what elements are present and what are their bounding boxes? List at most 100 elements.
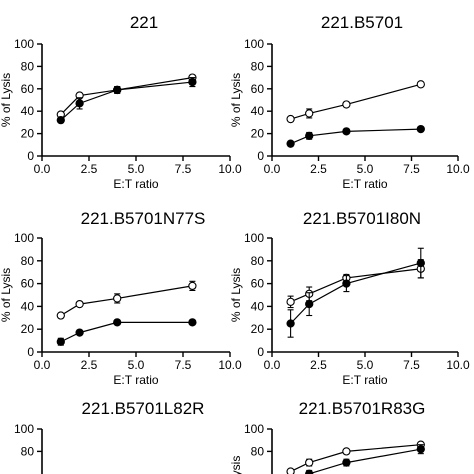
chart-title: 221.B5701R83G [299, 399, 426, 418]
x-axis-label: E:T ratio [342, 373, 387, 387]
y-tick-label: 60 [251, 277, 265, 291]
y-tick-label: 100 [14, 37, 34, 51]
y-tick-label: 0 [257, 345, 264, 359]
x-tick-label: 7.5 [175, 358, 192, 372]
chart-panel-6: 221.B5701R83G 100 80 ysis [229, 399, 425, 474]
y-tick-label: 100 [14, 231, 34, 245]
x-tick-label: 7.5 [403, 162, 420, 176]
y-tick-label: 80 [251, 254, 265, 268]
x-tick-label: 0.0 [34, 358, 51, 372]
data-point-filled [416, 258, 425, 268]
chart-title: 221.B5701L82R [82, 399, 205, 418]
data-point-open [305, 109, 314, 118]
y-axis-label: ysis [229, 456, 243, 474]
y-tick-label: 20 [251, 127, 265, 141]
data-point-open [113, 294, 122, 303]
data-point-filled [75, 328, 84, 337]
x-tick-label: 10.0 [446, 358, 470, 372]
data-point-filled [286, 319, 295, 328]
y-tick-label: 100 [14, 422, 34, 436]
series-line-filled [60, 321, 193, 343]
data-point-filled [188, 77, 197, 87]
y-tick-label: 20 [21, 322, 35, 336]
chart-panel-1: 221 0 20 40 60 80 100 0.0 2.5 5.0 7.5 10.0 E:T ratio… [0, 13, 242, 191]
data-point-filled [56, 337, 65, 346]
x-tick-label: 2.5 [310, 162, 327, 176]
x-tick-label: 2.5 [81, 358, 98, 372]
chart-panel-2: 221.B5701 0 20 40 60 80 100 0.0 2.5 5.0 7.5 10.0 E:T… [229, 13, 470, 191]
y-tick-label: 80 [251, 59, 265, 73]
x-tick-label: 10.0 [218, 162, 242, 176]
x-tick-label: 5.0 [128, 162, 145, 176]
y-tick-label: 80 [21, 59, 35, 73]
chart-title: 221.B5701N77S [81, 209, 206, 228]
x-tick-label: 5.0 [357, 358, 374, 372]
y-axis-label: % of Lysis [229, 73, 243, 127]
x-tick-label: 5.0 [357, 162, 374, 176]
chart-panel-3: 221.B5701N77S 0 20 40 60 80 100 0.0 2.5 5.0 7.5 10.… [0, 209, 242, 387]
y-tick-label: 100 [244, 422, 264, 436]
data-point-filled [113, 85, 122, 95]
y-tick-label: 100 [244, 231, 264, 245]
x-tick-label: 2.5 [81, 162, 98, 176]
data-point-open [75, 299, 84, 309]
chart-title: 221 [130, 13, 158, 32]
data-point-filled [75, 99, 84, 108]
chart-panel-5: 221.B5701L82R 100 80 [14, 399, 204, 474]
data-point-filled [342, 279, 351, 288]
y-tick-label: 80 [251, 444, 265, 458]
data-point-filled [305, 469, 314, 474]
data-point-open [342, 447, 351, 456]
data-point-filled [342, 458, 351, 467]
chart-title: 221.B5701I80N [303, 209, 421, 228]
x-tick-label: 0.0 [264, 162, 281, 176]
y-tick-label: 20 [251, 322, 265, 336]
x-tick-label: 0.0 [34, 162, 51, 176]
data-point-filled [113, 318, 122, 327]
y-tick-label: 0 [27, 345, 34, 359]
y-tick-label: 60 [21, 277, 35, 291]
x-tick-label: 10.0 [218, 358, 242, 372]
y-axis-label: % of Lysis [0, 73, 13, 127]
y-tick-label: 40 [251, 299, 265, 313]
series-line-filled [305, 448, 421, 474]
data-point-open [286, 114, 295, 124]
y-tick-label: 40 [21, 299, 35, 313]
x-tick-label: 5.0 [128, 358, 145, 372]
chart-title: 221.B5701 [321, 13, 403, 32]
y-tick-label: 0 [257, 149, 264, 163]
data-point-open [416, 80, 425, 89]
x-tick-label: 10.0 [446, 162, 470, 176]
data-point-filled [416, 124, 425, 134]
x-axis-label: E:T ratio [113, 373, 158, 387]
data-point-open [188, 281, 197, 291]
y-tick-label: 80 [21, 444, 35, 458]
data-point-filled [188, 318, 197, 327]
series-line-open [60, 77, 193, 115]
y-tick-label: 40 [251, 104, 265, 118]
series-line-filled [290, 262, 421, 324]
y-tick-label: 40 [21, 104, 35, 118]
data-point-filled [342, 127, 351, 136]
y-axis-label: % of Lysis [229, 268, 243, 322]
series-line-filled [60, 81, 193, 121]
y-tick-label: 20 [21, 127, 35, 141]
y-tick-label: 80 [21, 254, 35, 268]
x-tick-label: 0.0 [264, 358, 281, 372]
y-tick-label: 60 [251, 82, 265, 96]
x-axis-label: E:T ratio [342, 177, 387, 191]
series-line-open [290, 83, 421, 120]
series-line-open [60, 285, 193, 317]
data-point-filled [286, 139, 295, 148]
data-point-open [305, 458, 314, 467]
data-point-open [342, 100, 351, 109]
data-point-filled [416, 445, 425, 454]
data-point-filled [305, 299, 314, 309]
y-axis-label: % of Lysis [0, 268, 13, 322]
x-axis-label: E:T ratio [113, 177, 158, 191]
y-tick-label: 100 [244, 37, 264, 51]
data-point-open [286, 297, 295, 306]
series-line-filled [290, 128, 421, 145]
data-point-open [56, 311, 65, 320]
